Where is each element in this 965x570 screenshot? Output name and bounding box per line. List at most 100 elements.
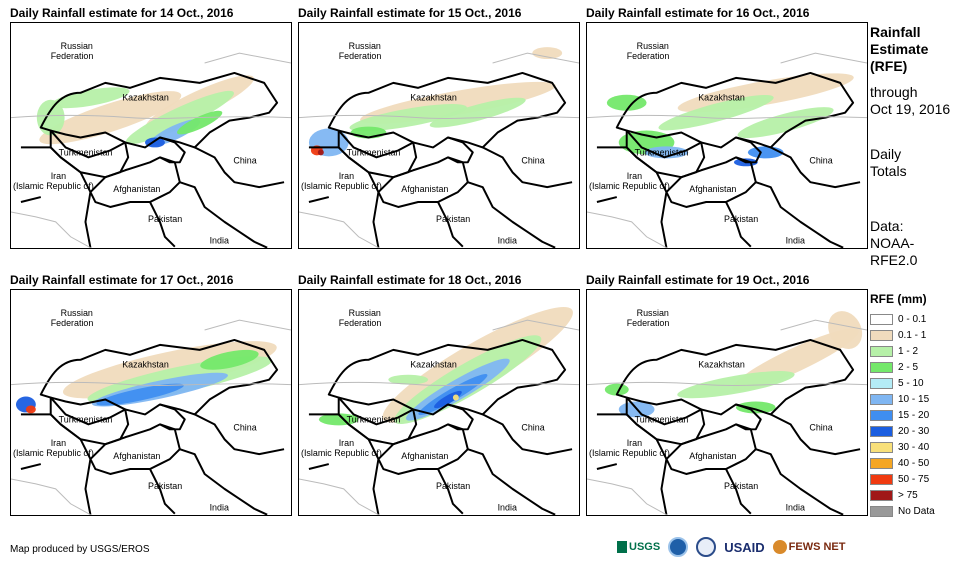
- label-iran: (Islamic Republic of): [13, 181, 94, 191]
- label-russia: Russian: [637, 41, 669, 51]
- panel-title: Daily Rainfall estimate for 14 Oct., 201…: [10, 6, 234, 20]
- noaa-seal-icon: [668, 537, 689, 557]
- rainfall-map: Russian Federation Kazakhstan Turkmenistan I…: [10, 289, 292, 516]
- usgs-wave-icon: [617, 541, 627, 553]
- label-russia: Russian: [61, 308, 93, 318]
- label-china: China: [521, 422, 544, 432]
- label-russia: Federation: [339, 318, 382, 328]
- legend-swatch: [870, 457, 893, 469]
- legend-label: 5 - 10: [898, 377, 924, 389]
- label-india: India: [786, 503, 805, 513]
- label-china: China: [809, 155, 832, 165]
- label-iran: (Islamic Republic of): [589, 448, 670, 458]
- label-china: China: [809, 422, 832, 432]
- label-india: India: [210, 236, 229, 246]
- label-pakistan: Pakistan: [148, 214, 182, 224]
- panel-title: Daily Rainfall estimate for 15 Oct., 201…: [298, 6, 522, 20]
- footer-credit: Map produced by USGS/EROS: [10, 544, 150, 555]
- panel-title: Daily Rainfall estimate for 18 Oct., 201…: [298, 273, 522, 287]
- label-iran: Iran: [339, 438, 354, 448]
- label-afghanistan: Afghanistan: [113, 451, 160, 461]
- legend-swatch: [870, 473, 893, 485]
- legend-swatch: [870, 441, 893, 453]
- daily-totals: Daily Totals: [870, 146, 907, 179]
- panel-title: Daily Rainfall estimate for 17 Oct., 201…: [10, 273, 234, 287]
- label-iran: Iran: [51, 171, 66, 181]
- legend-item: 1 - 2: [870, 343, 935, 359]
- label-russia: Russian: [349, 41, 381, 51]
- label-russia: Federation: [339, 51, 382, 61]
- label-iran: Iran: [627, 438, 642, 448]
- label-iran: Iran: [51, 438, 66, 448]
- label-india: India: [210, 503, 229, 513]
- legend-label: 40 - 50: [898, 457, 930, 469]
- label-kazakhstan: Kazakhstan: [698, 93, 745, 103]
- label-iran: (Islamic Republic of): [589, 181, 670, 191]
- label-kazakhstan: Kazakhstan: [122, 360, 169, 370]
- legend-swatch: [870, 377, 893, 389]
- legend-label: 30 - 40: [898, 441, 930, 453]
- label-pakistan: Pakistan: [724, 481, 758, 491]
- legend-label: 2 - 5: [898, 361, 919, 373]
- label-china: China: [521, 155, 544, 165]
- legend-label: 50 - 75: [898, 473, 930, 485]
- label-iran: Iran: [627, 171, 642, 181]
- fewsnet-logo: FEWS NET: [772, 540, 845, 554]
- legend-item: 0.1 - 1: [870, 327, 935, 343]
- label-pakistan: Pakistan: [148, 481, 182, 491]
- map-panel: Daily Rainfall estimate for 19 Oct., 201…: [586, 273, 868, 516]
- legend-item: 20 - 30: [870, 423, 935, 439]
- legend-label: 0 - 0.1: [898, 313, 927, 325]
- label-india: India: [786, 236, 805, 246]
- label-afghanistan: Afghanistan: [401, 451, 448, 461]
- panel-title: Daily Rainfall estimate for 19 Oct., 201…: [586, 273, 810, 287]
- legend-swatch: [870, 425, 893, 437]
- legend-label: 10 - 15: [898, 393, 930, 405]
- legend-item: 50 - 75: [870, 471, 935, 487]
- legend-item: 40 - 50: [870, 455, 935, 471]
- rainfall-map: Russian Federation Kazakhstan Turkmenistan I…: [298, 22, 580, 249]
- label-pakistan: Pakistan: [724, 214, 758, 224]
- legend-swatch: [870, 489, 893, 501]
- label-kazakhstan: Kazakhstan: [122, 93, 169, 103]
- legend-item: 0 - 0.1: [870, 311, 935, 327]
- label-turkmenistan: Turkmenistan: [347, 414, 401, 424]
- map-panel: Daily Rainfall estimate for 16 Oct., 201…: [586, 6, 868, 249]
- label-kazakhstan: Kazakhstan: [410, 360, 457, 370]
- legend-swatch: [870, 393, 893, 405]
- legend-title: RFE (mm): [870, 292, 927, 306]
- legend-item: 2 - 5: [870, 359, 935, 375]
- label-turkmenistan: Turkmenistan: [59, 414, 113, 424]
- legend-label: 1 - 2: [898, 345, 919, 357]
- usaid-logo: USAID: [724, 539, 765, 555]
- rainfall-map: Russian Federation Kazakhstan Turkmenistan I…: [586, 22, 868, 249]
- label-pakistan: Pakistan: [436, 214, 470, 224]
- label-afghanistan: Afghanistan: [401, 184, 448, 194]
- legend-swatch: [870, 345, 893, 357]
- label-russia: Russian: [349, 308, 381, 318]
- legend-label: 15 - 20: [898, 409, 930, 421]
- legend-item: 10 - 15: [870, 391, 935, 407]
- map-panel: Daily Rainfall estimate for 14 Oct., 201…: [10, 6, 292, 249]
- label-india: India: [498, 503, 517, 513]
- label-china: China: [233, 155, 256, 165]
- legend-swatch: [870, 329, 893, 341]
- label-russia: Federation: [51, 51, 94, 61]
- legend: 0 - 0.1 0.1 - 1 1 - 2 2 - 5 5 - 10 10 - 15 15 …: [870, 311, 935, 519]
- map-panel: Daily Rainfall estimate for 15 Oct., 201…: [298, 6, 580, 249]
- seal-icon: [696, 537, 717, 557]
- rainfall-map: Russian Federation Kazakhstan Turkmenistan I…: [586, 289, 868, 516]
- label-kazakhstan: Kazakhstan: [698, 360, 745, 370]
- legend-swatch: [870, 505, 893, 517]
- label-turkmenistan: Turkmenistan: [635, 414, 689, 424]
- label-russia: Federation: [627, 318, 670, 328]
- fewsnet-globe-icon: [772, 540, 787, 554]
- legend-label: 0.1 - 1: [898, 329, 927, 341]
- label-afghanistan: Afghanistan: [113, 184, 160, 194]
- legend-item: > 75: [870, 487, 935, 503]
